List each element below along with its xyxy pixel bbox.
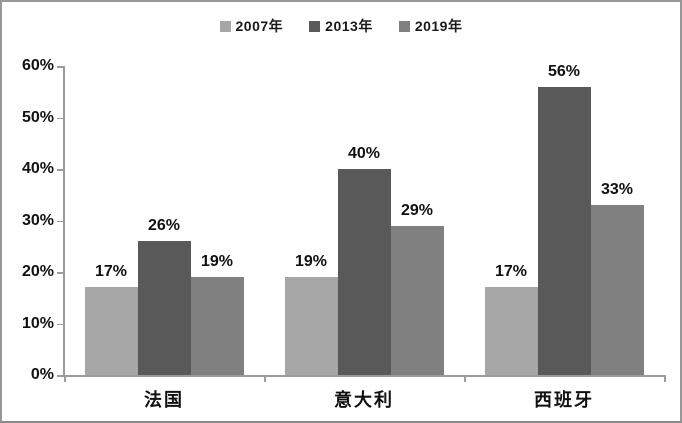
y-tick [57,272,64,274]
y-axis-tick-label: 40% [21,160,54,177]
bar-法国-2013年 [137,241,191,375]
bar-value-label: 19% [200,253,234,271]
bar-法国-2019年 [190,277,244,375]
legend-item-2013年: 2013年 [309,16,373,36]
legend-item-2007年: 2007年 [219,16,284,36]
legend-item-2019年: 2019年 [398,16,463,36]
y-axis-tick-label: 60% [21,57,54,74]
bar-value-label: 33% [600,181,634,199]
x-tick [664,375,666,382]
bar-西班牙-2013年 [537,86,591,375]
x-tick [64,375,66,382]
y-tick [57,117,64,119]
bar-意大利-2007年 [284,277,338,375]
bar-value-label: 29% [400,201,434,219]
x-axis-category-label: 法国 [144,390,184,410]
legend-label: 2013年 [325,18,373,34]
x-axis-category-label: 西班牙 [534,390,594,410]
y-axis-tick-label: 30% [21,211,54,229]
y-axis-tick-label: 10% [21,314,54,332]
bar-value-label: 56% [547,62,581,80]
legend-swatch-icon [219,20,231,32]
bar-西班牙-2007年 [484,287,538,375]
legend-swatch-icon [398,20,410,32]
legend-label: 2019年 [414,18,463,34]
legend-label: 2007年 [235,18,284,34]
y-axis-tick-label: 50% [21,108,54,126]
y-tick [57,66,64,68]
chart-legend: 2007年 2013年 2019年 [2,16,680,36]
y-axis-tick-label: 0% [30,366,54,383]
y-tick [57,323,64,325]
x-tick [264,375,266,382]
bar-value-label: 17% [94,263,128,281]
x-axis [64,375,664,377]
x-tick [464,375,466,382]
y-axis-tick-label: 20% [21,263,54,280]
bar-value-label: 26% [147,217,181,235]
y-tick [57,220,64,222]
bar-意大利-2019年 [390,225,444,375]
bar-法国-2007年 [84,287,138,375]
legend-swatch-icon [309,20,321,32]
x-axis-category-label: 意大利 [334,390,394,410]
y-tick [57,169,64,171]
bar-西班牙-2019年 [590,205,644,375]
bar-value-label: 40% [347,145,381,162]
bar-value-label: 17% [494,263,528,281]
bar-意大利-2013年 [337,169,391,375]
y-tick [57,375,64,377]
bar-value-label: 19% [294,253,328,271]
